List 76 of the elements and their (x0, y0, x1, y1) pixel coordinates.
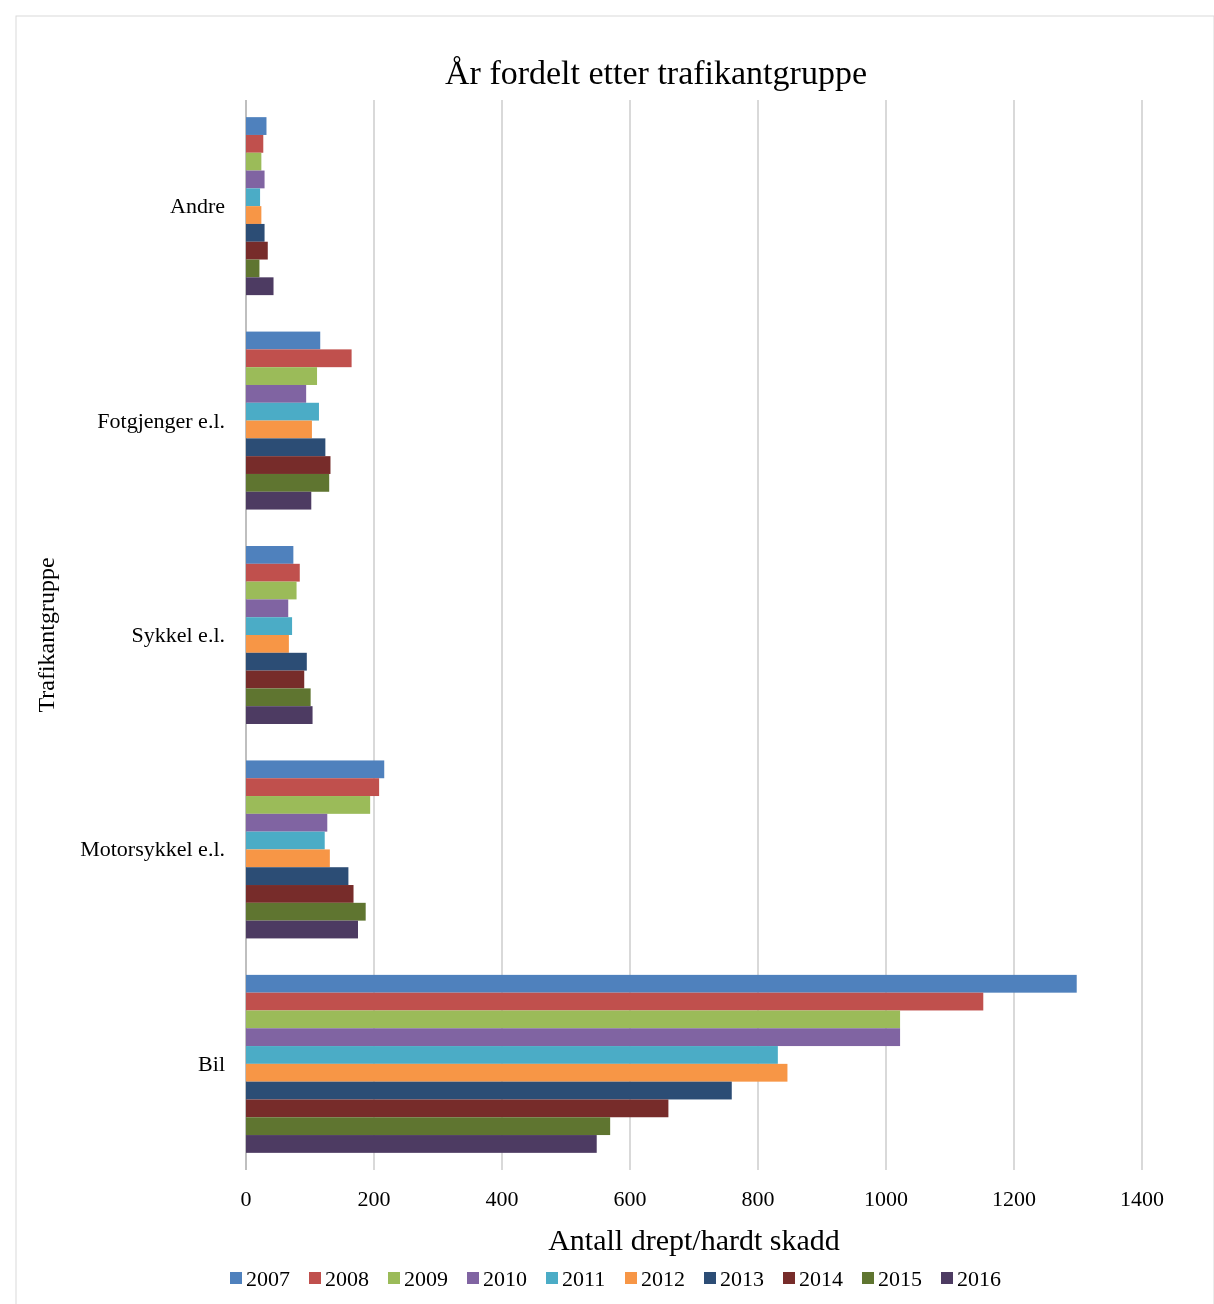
bar (246, 635, 289, 653)
x-tick-label: 400 (485, 1186, 519, 1211)
bar (246, 885, 354, 903)
bar (246, 456, 331, 474)
bar (246, 1099, 669, 1118)
bar (246, 760, 385, 779)
x-axis-title: Antall drept/hardt skadd (548, 1223, 840, 1256)
bar (246, 867, 349, 886)
bar (246, 563, 300, 582)
chart-title: År fordelt etter trafikantgruppe (445, 54, 867, 91)
y-axis-title: Trafikantgruppe (33, 557, 59, 713)
x-tick-label: 1000 (864, 1186, 908, 1211)
bar (246, 902, 366, 921)
bar (246, 402, 319, 421)
y-tick-label: Bil (198, 1050, 225, 1076)
bar (246, 438, 326, 457)
bar (246, 1063, 788, 1082)
bar (246, 796, 371, 814)
bar (246, 491, 312, 510)
legend-label: 2014 (799, 1266, 843, 1291)
bar (246, 974, 1077, 993)
legend-label: 2016 (957, 1266, 1001, 1291)
y-tick-label: Andre (170, 193, 225, 219)
legend-label: 2011 (562, 1266, 606, 1291)
bar (246, 349, 352, 368)
x-tick-label: 200 (357, 1186, 391, 1211)
legend-label: 2010 (483, 1266, 527, 1291)
bar (246, 206, 262, 224)
bar (246, 277, 274, 296)
legend-label: 2013 (720, 1266, 764, 1291)
x-tick-label: 1200 (992, 1186, 1036, 1211)
bar (246, 170, 265, 189)
bar (246, 599, 289, 618)
bar (246, 188, 261, 207)
bar (246, 1028, 901, 1047)
bar (246, 652, 307, 671)
bar (246, 1135, 597, 1153)
bar (246, 813, 328, 832)
bar (246, 134, 264, 153)
bar (246, 992, 984, 1011)
bar (246, 259, 260, 278)
legend-label: 2008 (325, 1266, 369, 1291)
bar (246, 831, 325, 850)
bar (246, 581, 297, 600)
bar (246, 670, 305, 689)
bar (246, 706, 313, 724)
legend-label: 2009 (404, 1266, 448, 1291)
x-tick-label: 1400 (1120, 1186, 1164, 1211)
y-tick-label: Sykkel e.l. (131, 622, 225, 647)
legend-label: 2012 (641, 1266, 685, 1291)
bar (246, 473, 330, 492)
x-tick-label: 0 (240, 1186, 252, 1211)
bar (246, 331, 321, 350)
bar (246, 778, 380, 797)
bar (246, 849, 330, 868)
x-tick-label: 800 (741, 1186, 775, 1211)
bar (246, 152, 262, 171)
bar (246, 1117, 611, 1136)
bar (246, 117, 267, 135)
bar (246, 384, 307, 403)
bar (246, 1046, 778, 1064)
bar (246, 920, 358, 939)
bar (246, 546, 294, 564)
bar (246, 420, 312, 439)
x-tick-label: 600 (613, 1186, 647, 1211)
legend-label: 2015 (878, 1266, 922, 1291)
bar (246, 1081, 732, 1100)
bar (246, 688, 311, 707)
y-tick-label: Motorsykkel e.l. (80, 836, 225, 862)
bar (246, 617, 293, 635)
bar (246, 1010, 901, 1029)
bar (246, 367, 318, 385)
legend-label: 2007 (246, 1266, 290, 1291)
y-tick-label: Fotgjenger e.l. (97, 407, 225, 433)
bar (246, 223, 265, 242)
bar (246, 241, 268, 260)
